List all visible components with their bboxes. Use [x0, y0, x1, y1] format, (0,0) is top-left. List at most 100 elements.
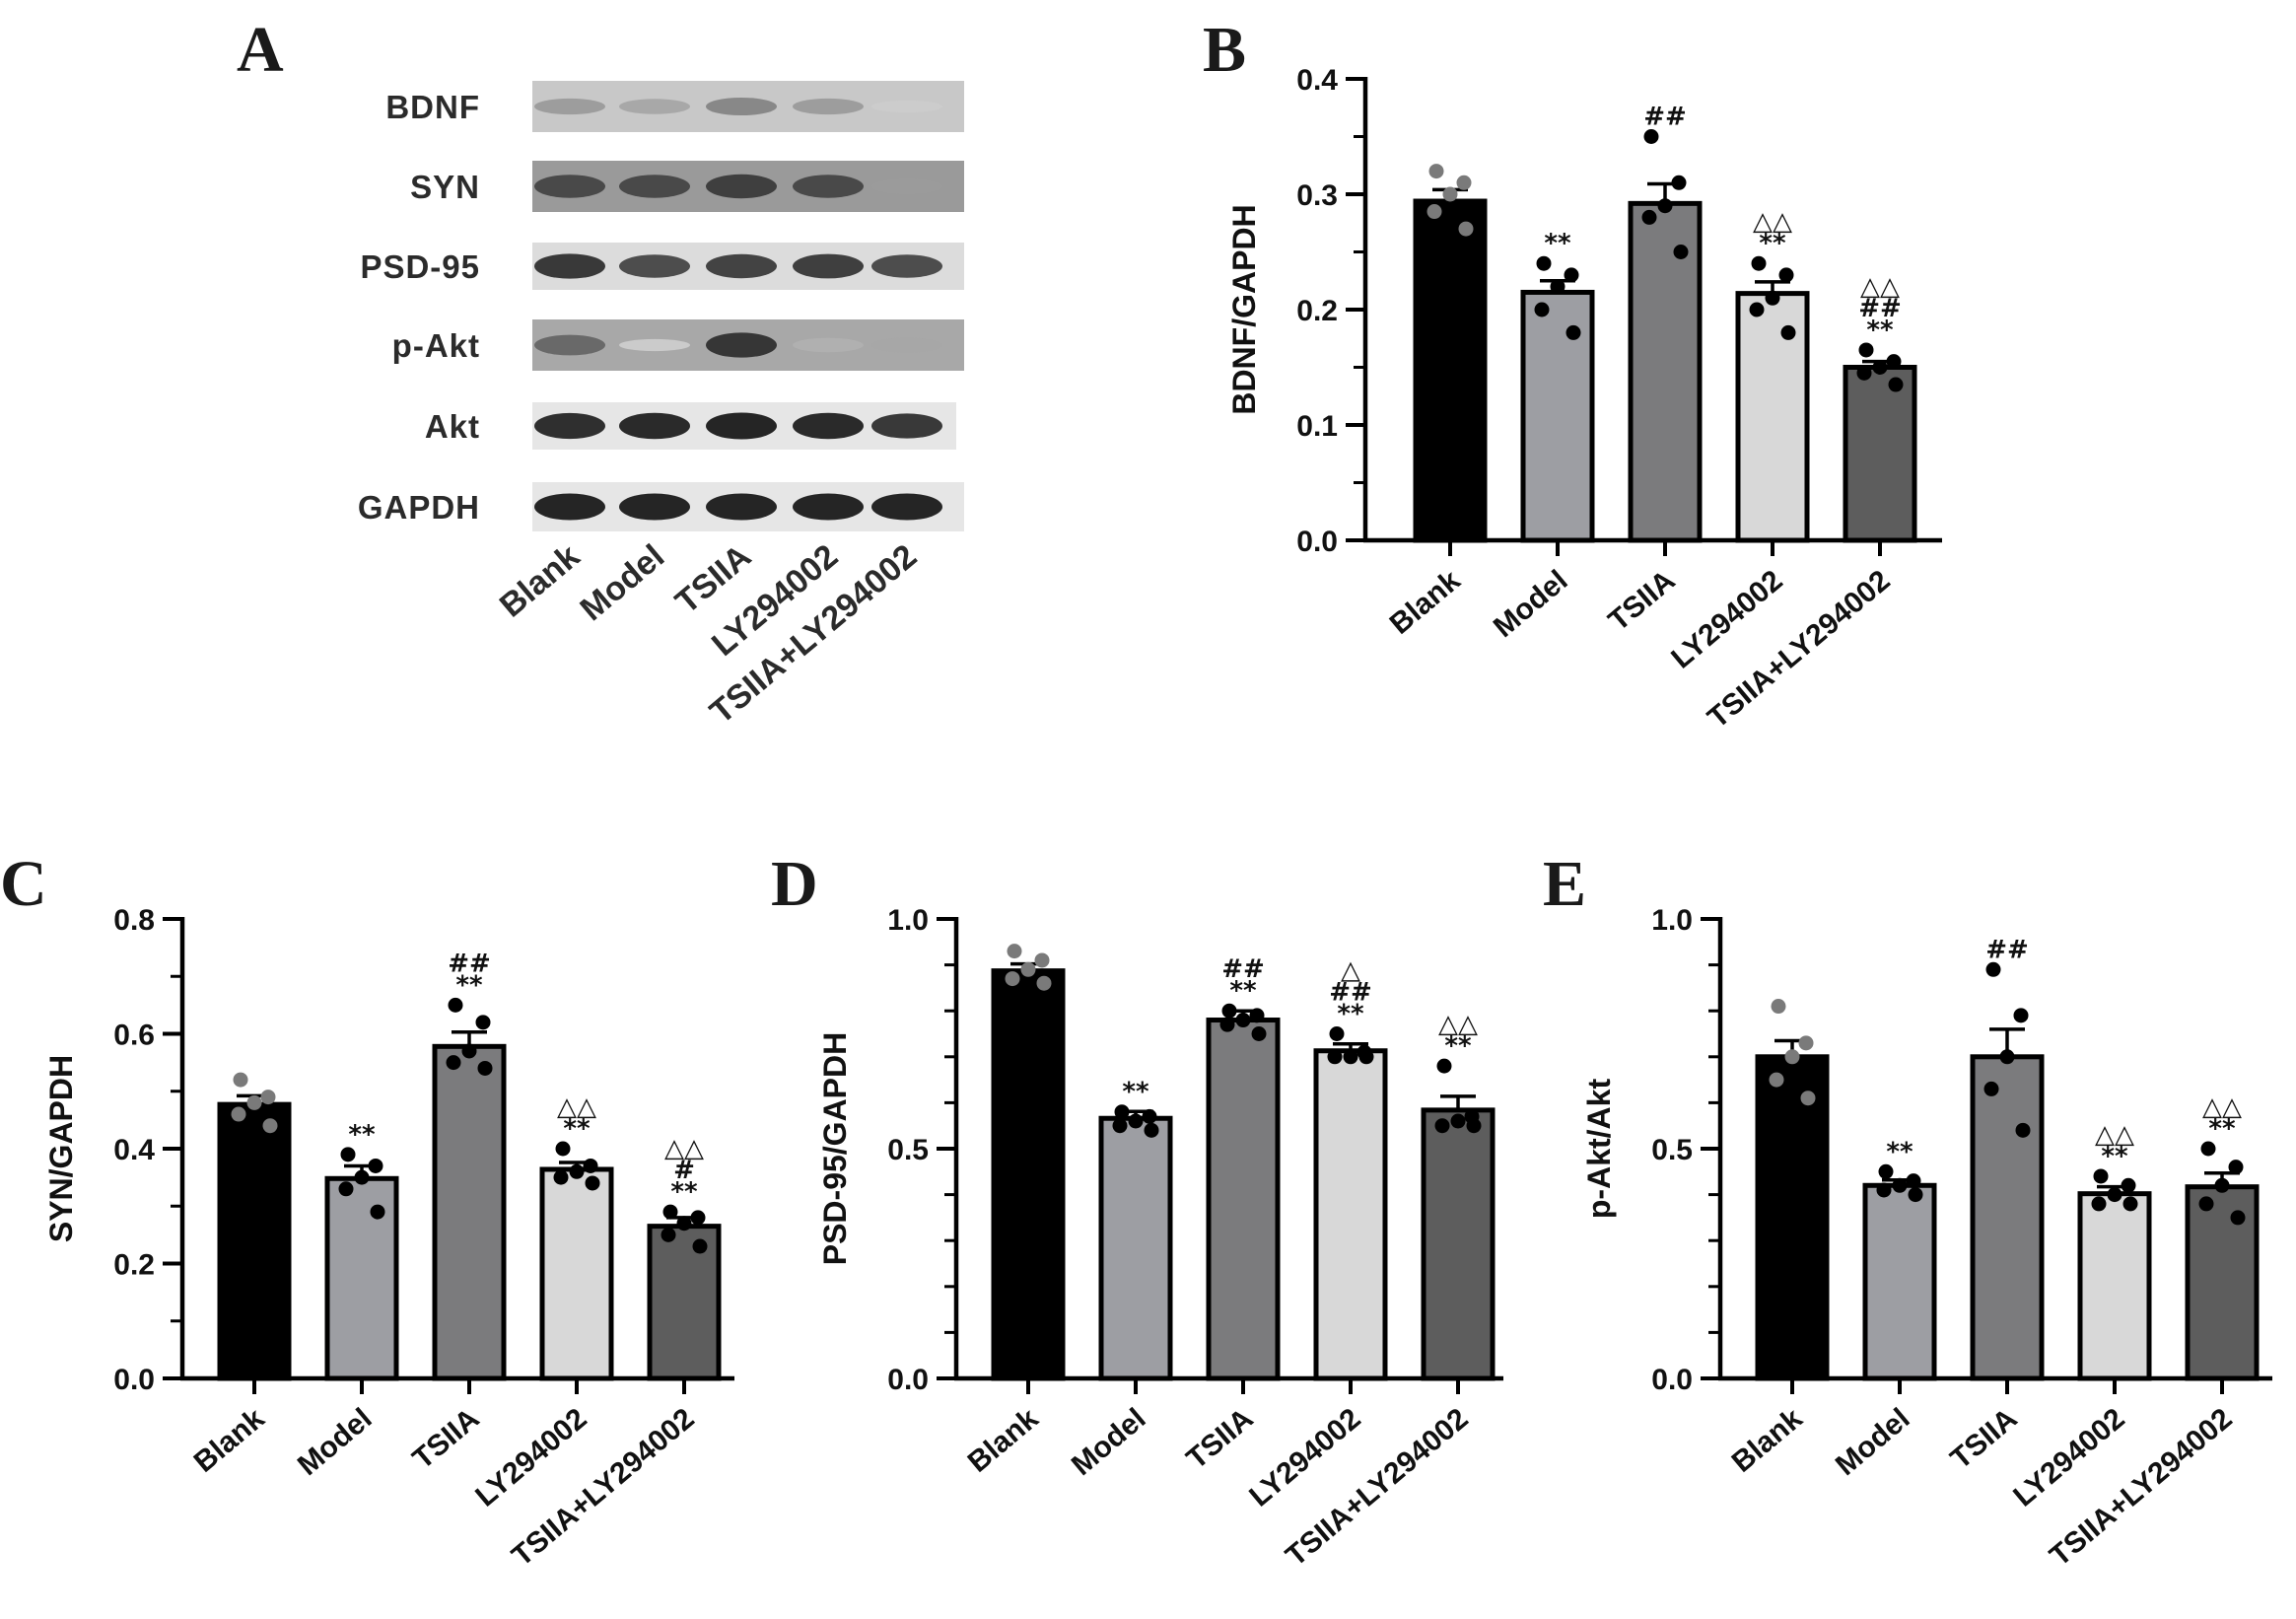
data-point [1005, 971, 1020, 987]
panel-letter-d: D [771, 848, 818, 920]
data-point [260, 1090, 276, 1105]
significance-mark: ** [1886, 1137, 1913, 1166]
data-point [477, 1060, 493, 1076]
bar-blank [217, 1101, 292, 1381]
significance-mark: ** [1759, 229, 1786, 258]
blot-band [706, 253, 777, 279]
significance-mark: △△ [1753, 207, 1792, 237]
data-point [1450, 1113, 1466, 1129]
data-point [1643, 129, 1659, 144]
data-point [1749, 302, 1765, 317]
blot-band [619, 175, 690, 198]
data-point [676, 1216, 692, 1232]
significance-mark: ## [1643, 103, 1687, 132]
blot-label-psd-95: PSD-95 [360, 248, 480, 285]
blot-band [534, 98, 605, 115]
data-point [2093, 1168, 2109, 1184]
data-point [1458, 221, 1474, 237]
data-point [553, 1169, 569, 1185]
blot-band [871, 413, 942, 439]
blot-label-syn: SYN [410, 169, 480, 205]
data-point [1144, 1122, 1159, 1138]
data-point [1858, 342, 1874, 358]
y-tick-label: 0.0 [1296, 526, 1338, 558]
data-point [246, 1094, 262, 1110]
blot-label-akt: Akt [425, 408, 480, 445]
data-point [1892, 1177, 1908, 1193]
data-point [1886, 354, 1902, 370]
data-point [583, 1158, 598, 1173]
category-label: TSIIA [1603, 564, 1682, 638]
y-tick-label: 1.0 [887, 904, 929, 937]
y-tick-label: 0.2 [1296, 295, 1338, 327]
chart-pakt: 0.00.51.0p-Akt/AktBlank**Model##TSIIA**△… [1581, 904, 2272, 1573]
significance-mark: △△ [2202, 1092, 2242, 1122]
bar-tsiia-ly294002 [2185, 1184, 2260, 1381]
data-point [1329, 1026, 1345, 1041]
data-point [2228, 1160, 2244, 1175]
blot-band [619, 99, 690, 114]
data-point [1878, 1163, 1894, 1179]
bar-tsiia [1628, 200, 1703, 543]
data-point [475, 1015, 491, 1030]
significance-mark: # [673, 1156, 695, 1185]
data-point [231, 1106, 246, 1122]
data-point [1798, 1035, 1814, 1051]
data-point [1876, 1182, 1892, 1198]
data-point [2214, 1177, 2230, 1193]
bar-tsiia-ly294002 [647, 1224, 722, 1381]
category-label: TSIIA+LY294002 [2044, 1402, 2238, 1573]
significance-mark: ** [563, 1114, 591, 1144]
category-label: Model [1488, 564, 1574, 644]
data-point [262, 1118, 278, 1134]
data-point [2013, 1008, 2029, 1023]
significance-mark: ## [1858, 294, 1902, 323]
significance-mark: ## [1329, 978, 1372, 1008]
data-point [2015, 1122, 2031, 1138]
blot-band [534, 253, 605, 279]
data-point [1983, 1081, 1999, 1096]
significance-mark: ** [2101, 1142, 2128, 1171]
significance-mark: ** [348, 1120, 376, 1150]
significance-mark: ** [1444, 1031, 1472, 1061]
y-axis-label: SYN/GAPDH [43, 1055, 79, 1242]
data-point [2230, 1210, 2246, 1226]
category-label: Blank [1726, 1402, 1809, 1479]
data-point [370, 1204, 385, 1220]
significance-mark: ** [1122, 1077, 1149, 1106]
y-tick-label: 0.0 [1651, 1364, 1693, 1396]
data-point [1985, 961, 2001, 977]
data-point [448, 997, 463, 1013]
y-tick-label: 0.8 [113, 904, 155, 937]
blot-band [706, 412, 777, 440]
data-point [1536, 255, 1552, 271]
panel-letter-c: C [0, 848, 47, 920]
data-point [2091, 1196, 2107, 1212]
blot-band [534, 412, 605, 440]
significance-mark: ## [448, 949, 491, 978]
blot-band [793, 253, 864, 279]
data-point [233, 1072, 248, 1088]
data-point [661, 1227, 676, 1242]
bar-tsiia-ly294002 [1843, 365, 1917, 543]
blot-band [619, 412, 690, 440]
blot-band [793, 493, 864, 521]
data-point [1872, 360, 1888, 375]
data-point [1142, 1108, 1157, 1124]
western-blot: BDNFSYNPSD-95p-AktAktGAPDHBlankModelTSII… [358, 81, 964, 732]
category-label: TSIIA+LY294002 [1280, 1402, 1474, 1573]
data-point [585, 1175, 600, 1191]
bar-ly294002 [1313, 1048, 1388, 1381]
data-point [1219, 1017, 1235, 1032]
data-point [1456, 175, 1472, 190]
significance-mark: ** [2208, 1114, 2236, 1144]
data-point [1534, 302, 1550, 317]
blot-band [619, 493, 690, 521]
blot-band [706, 332, 777, 358]
data-point [1249, 1008, 1265, 1023]
data-point [1112, 1118, 1128, 1134]
y-axis-label: p-Akt/Akt [1581, 1079, 1617, 1220]
data-point [1550, 279, 1565, 295]
data-point [1442, 186, 1458, 202]
bar-blank [991, 968, 1066, 1381]
